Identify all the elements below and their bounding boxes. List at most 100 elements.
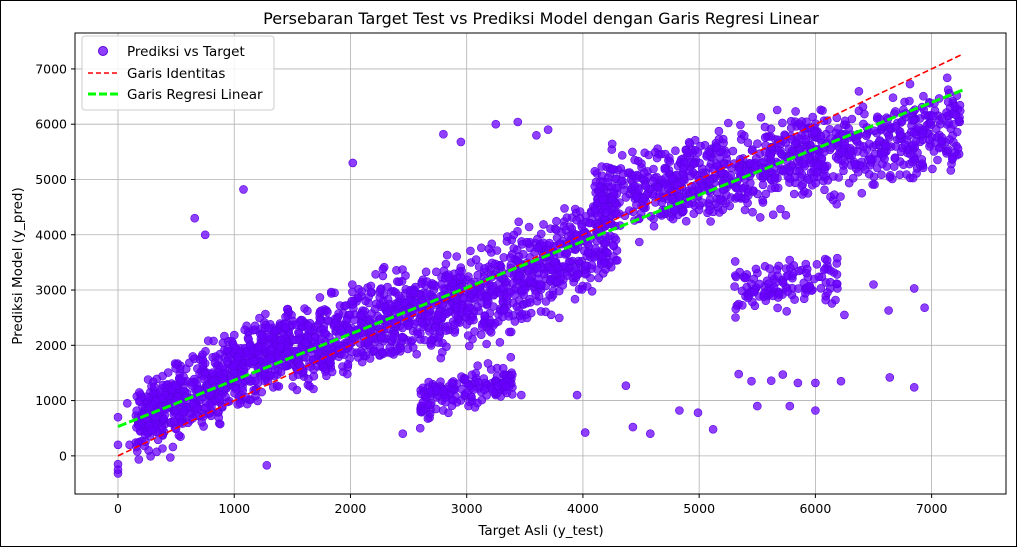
scatter-point: [814, 272, 824, 282]
scatter-point: [693, 148, 703, 157]
scatter-point: [218, 362, 228, 371]
x-tick-label: 3000: [451, 501, 483, 516]
scatter-point: [158, 444, 167, 453]
scatter-point: [896, 147, 906, 157]
scatter-point: [804, 154, 813, 163]
scatter-point: [193, 364, 202, 373]
scatter-point: [134, 455, 144, 464]
scatter-point: [704, 147, 714, 156]
scatter-point: [403, 344, 413, 354]
scatter-point: [822, 255, 832, 265]
scatter-point: [473, 270, 483, 280]
scatter-point: [776, 204, 785, 214]
scatter-point: [937, 136, 947, 146]
scatter-point: [649, 221, 659, 231]
scatter-point: [618, 176, 627, 186]
scatter-point: [951, 110, 961, 120]
scatter-point: [262, 460, 272, 470]
scatter-point: [672, 180, 682, 189]
scatter-point: [782, 306, 792, 316]
scatter-point: [508, 298, 518, 308]
scatter-point: [648, 176, 658, 186]
scatter-point: [455, 267, 464, 276]
scatter-point: [499, 305, 509, 314]
scatter-point: [514, 271, 524, 281]
scatter-point: [409, 288, 419, 298]
scatter-point: [241, 392, 251, 402]
scatter-point: [113, 469, 123, 478]
scatter-point: [783, 287, 793, 296]
scatter-point: [113, 412, 123, 422]
scatter-point: [463, 331, 473, 340]
scatter-point: [840, 310, 849, 320]
scatter-point: [491, 259, 500, 269]
scatter-point: [844, 178, 854, 188]
scatter-point: [396, 343, 405, 353]
scatter-point: [441, 397, 450, 407]
scatter-point: [920, 303, 929, 313]
scatter-point: [681, 216, 691, 226]
scatter-point: [228, 340, 238, 350]
scatter-point: [705, 177, 714, 186]
scatter-point: [436, 353, 446, 363]
scatter-point: [484, 244, 494, 254]
scatter-point: [532, 131, 541, 140]
scatter-point: [572, 390, 582, 400]
scatter-point: [552, 216, 561, 226]
scatter-point: [833, 154, 843, 164]
scatter-point: [424, 377, 434, 387]
identity-line: [117, 53, 964, 457]
scatter-point: [866, 155, 876, 164]
scatter-point: [920, 111, 930, 120]
x-tick-label: 0: [114, 501, 122, 516]
scatter-point: [909, 128, 919, 138]
scatter-point: [935, 116, 944, 125]
scatter-point: [785, 174, 794, 183]
scatter-point: [233, 352, 243, 362]
scatter-point: [551, 225, 561, 235]
scatter-point: [382, 308, 392, 318]
scatter-point: [315, 316, 325, 326]
scatter-point: [249, 356, 259, 366]
scatter-point: [586, 273, 595, 283]
scatter-point: [502, 292, 512, 301]
scatter-point: [836, 376, 846, 386]
scatter-point: [820, 185, 829, 195]
scatter-point: [608, 241, 618, 250]
scatter-point: [895, 130, 905, 139]
scatter-point: [790, 295, 799, 304]
scatter-point: [715, 195, 725, 204]
scatter-point: [693, 408, 703, 418]
scatter-point: [348, 333, 358, 343]
scatter-point: [210, 358, 220, 368]
scatter-point: [860, 109, 869, 119]
scatter-point: [774, 290, 784, 299]
scatter-point: [628, 422, 638, 432]
tick-layer: 0 1000 2000 3000 4000 5000 6000 7000 0 1000 2000 30…: [35, 61, 947, 516]
scatter-point: [464, 303, 474, 313]
scatter-point: [772, 105, 782, 115]
scatter-point: [572, 230, 581, 239]
scatter-point: [357, 311, 366, 321]
scatter-point: [652, 153, 662, 163]
scatter-point: [349, 315, 359, 325]
scatter-point: [857, 188, 867, 198]
scatter-point: [383, 282, 392, 292]
scatter-point: [450, 328, 460, 337]
scatter-point: [675, 406, 684, 415]
scatter-point: [816, 283, 826, 293]
scatter-point: [336, 325, 346, 335]
scatter-point: [914, 123, 924, 132]
scatter-point: [232, 384, 241, 394]
scatter-point: [793, 284, 803, 293]
scatter-point: [170, 381, 180, 390]
scatter-point: [469, 315, 478, 325]
scatter-point: [572, 215, 581, 225]
scatter-point: [546, 310, 556, 320]
scatter-point: [188, 352, 198, 361]
scatter-point: [908, 173, 918, 183]
scatter-point: [607, 165, 617, 174]
scatter-point: [909, 140, 919, 149]
scatter-point: [839, 166, 848, 176]
scatter-point: [706, 217, 715, 226]
